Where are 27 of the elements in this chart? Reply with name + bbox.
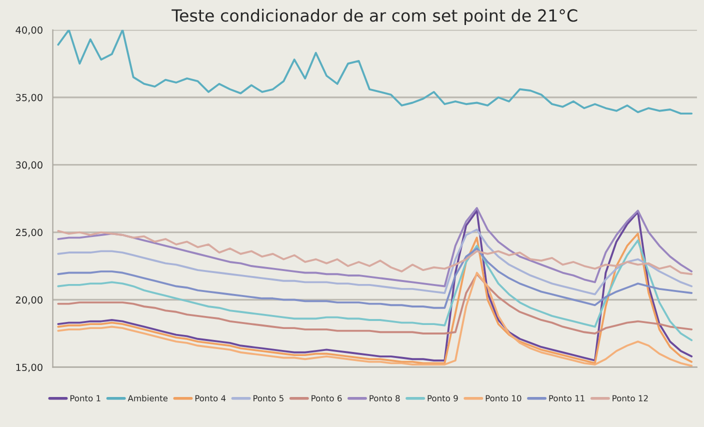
y-tick-label: 15,00 (16, 364, 42, 372)
line-series (57, 228, 693, 296)
legend-label: Ponto 11 (549, 395, 584, 402)
legend-label: Ponto 10 (486, 395, 522, 402)
line-series (57, 232, 693, 364)
legend-label: Ponto 4 (195, 395, 226, 402)
chart-title: Teste condicionador de ar com set point de 21°C (172, 8, 578, 26)
y-tick-label: 20,00 (16, 296, 42, 305)
y-tick-label: 40,00 (16, 26, 42, 35)
line-series (57, 30, 693, 115)
legend-label: Ponto 12 (612, 395, 648, 402)
y-tick-label: 30,00 (16, 161, 42, 170)
line-series (57, 230, 693, 276)
line-series (57, 273, 693, 334)
legend-label: Ponto 1 (70, 395, 100, 402)
legend-label: Ponto 5 (254, 395, 284, 402)
legend-label: Ponto 8 (370, 395, 400, 402)
line-series (57, 210, 693, 362)
legend-label: Ambiente (128, 394, 168, 402)
y-tick-label: 35,00 (16, 94, 42, 102)
legend-label: Ponto 6 (312, 395, 342, 402)
line-series (57, 207, 693, 288)
legend-label: Ponto 9 (428, 395, 458, 402)
line-series (57, 239, 693, 342)
y-tick-label: 25,00 (16, 228, 42, 238)
line-series (57, 272, 693, 367)
line-series (57, 248, 693, 309)
